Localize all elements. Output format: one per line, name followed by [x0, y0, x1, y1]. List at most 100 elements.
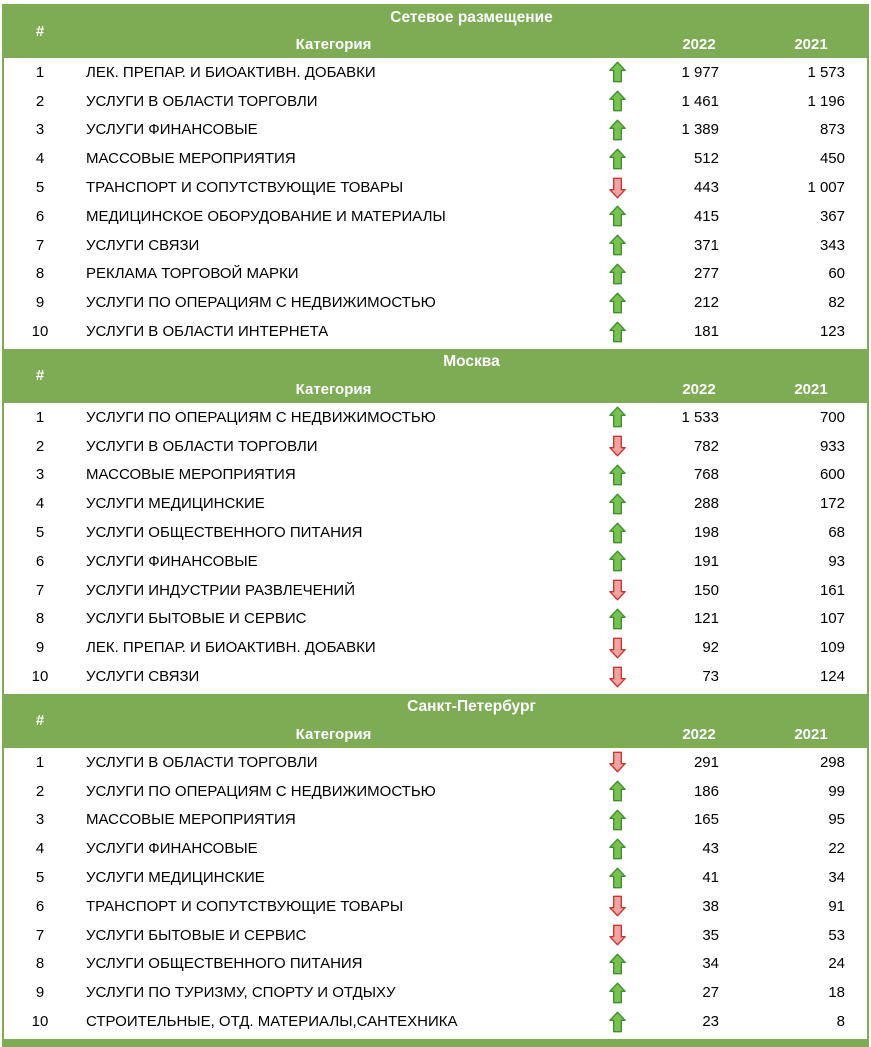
rank-cell: 2: [35, 92, 45, 110]
value-2022-cell: 191: [693, 552, 719, 570]
value-2021-cell: 60: [828, 265, 845, 283]
trend-cell: [591, 982, 643, 1004]
trend-up-icon: [608, 61, 626, 83]
category-cell: УСЛУГИ БЫТОВЫЕ И СЕРВИС: [86, 610, 307, 628]
rank-cell: 10: [31, 1013, 49, 1030]
trend-cell: [591, 751, 643, 773]
value-2022-cell: 443: [693, 179, 719, 197]
value-2022-cell: 43: [702, 840, 719, 858]
trend-down-icon: [608, 177, 626, 199]
value-2021-cell: 933: [819, 437, 845, 455]
category-cell: УСЛУГИ СВЯЗИ: [86, 668, 200, 686]
category-cell: УСЛУГИ ФИНАНСОВЫЕ: [86, 552, 258, 570]
table-row: 5 УСЛУГИ МЕДИЦИНСКИЕ 41 34: [4, 863, 867, 892]
value-2021-cell: 24: [828, 955, 845, 973]
value-2021-cell: 1 007: [807, 179, 845, 197]
trend-cell: [591, 953, 643, 975]
trend-down-icon: [608, 924, 626, 946]
table-row: 2 УСЛУГИ ПО ОПЕРАЦИЯМ С НЕДВИЖИМОСТЬЮ 18…: [4, 776, 867, 806]
trend-cell: [591, 205, 643, 227]
rank-cell: 3: [35, 466, 45, 484]
value-2022-cell: 41: [702, 869, 719, 887]
rank-cell: 9: [35, 294, 45, 312]
trend-cell: [591, 637, 643, 659]
rank-cell: 1: [35, 408, 45, 426]
tables-frame: # Сетевое размещение Категория 2022 2021…: [2, 4, 869, 1047]
value-2022-cell: 35: [702, 926, 719, 944]
trend-cell: [591, 435, 643, 457]
value-2021-cell: 68: [828, 524, 845, 542]
value-2022-cell: 277: [693, 265, 719, 283]
table-header: # Москва Категория 2022 2021: [4, 348, 867, 403]
category-cell: УСЛУГИ В ОБЛАСТИ ТОРГОВЛИ: [86, 92, 318, 110]
trend-cell: [591, 61, 643, 83]
category-cell: СТРОИТЕЛЬНЫЕ, ОТД. МАТЕРИАЛЫ,САНТЕХНИКА: [86, 1013, 458, 1030]
table-row: 9 УСЛУГИ ПО ОПЕРАЦИЯМ С НЕДВИЖИМОСТЬЮ 21…: [4, 288, 867, 318]
value-2021-cell: 82: [828, 294, 845, 312]
rank-cell: 7: [35, 581, 45, 599]
value-2022-cell: 782: [693, 437, 719, 455]
rank-cell: 10: [31, 668, 49, 686]
trend-up-icon: [608, 608, 626, 630]
value-2021-cell: 700: [819, 408, 845, 426]
table-row: 7 УСЛУГИ БЫТОВЫЕ И СЕРВИС 35 53: [4, 920, 867, 950]
table-rows: 1 ЛЕК. ПРЕПАР. И БИОАКТИВН. ДОБАВКИ 1 97…: [4, 58, 867, 346]
trend-up-icon: [608, 867, 626, 889]
trend-cell: [591, 550, 643, 572]
rank-cell: 1: [35, 63, 45, 81]
trend-cell: [591, 177, 643, 199]
trend-cell: [591, 895, 643, 917]
trend-up-icon: [608, 1011, 626, 1033]
trend-up-icon: [608, 234, 626, 256]
value-2021-cell: 124: [819, 668, 845, 686]
category-cell: МАССОВЫЕ МЕРОПРИЯТИЯ: [86, 811, 296, 829]
value-2021-cell: 873: [819, 121, 845, 139]
trend-down-icon: [608, 579, 626, 601]
trend-up-icon: [608, 464, 626, 486]
value-2021-cell: 1 196: [807, 92, 845, 110]
value-2021-cell: 91: [828, 897, 845, 915]
trend-cell: [591, 292, 643, 314]
table-title: Москва: [443, 353, 500, 371]
value-2022-cell: 198: [693, 524, 719, 542]
value-2022-cell: 23: [702, 1013, 719, 1030]
value-2021-cell: 343: [819, 236, 845, 254]
value-2022-cell: 73: [702, 668, 719, 686]
trend-up-icon: [608, 292, 626, 314]
table-row: 9 ЛЕК. ПРЕПАР. И БИОАКТИВН. ДОБАВКИ 92 1…: [4, 633, 867, 663]
table-title: Сетевое размещение: [390, 8, 553, 26]
trend-down-icon: [608, 637, 626, 659]
table-row: 7 УСЛУГИ ИНДУСТРИИ РАЗВЛЕЧЕНИЙ 150 161: [4, 575, 867, 605]
value-2022-cell: 34: [702, 955, 719, 973]
rank-cell: 8: [35, 955, 45, 973]
value-2022-cell: 27: [702, 984, 719, 1002]
table-row: 8 УСЛУГИ БЫТОВЫЕ И СЕРВИС 121 107: [4, 604, 867, 634]
col-2022-header: 2022: [682, 380, 716, 398]
rank-cell: 6: [35, 207, 45, 225]
trend-cell: [591, 522, 643, 544]
trend-up-icon: [608, 119, 626, 141]
value-2022-cell: 121: [693, 610, 719, 628]
value-2022-cell: 415: [693, 207, 719, 225]
value-2021-cell: 107: [819, 610, 845, 628]
trend-up-icon: [608, 148, 626, 170]
trend-cell: [591, 148, 643, 170]
value-2022-cell: 38: [702, 897, 719, 915]
trend-up-icon: [608, 321, 626, 343]
value-2021-cell: 99: [828, 782, 845, 800]
category-cell: УСЛУГИ ИНДУСТРИИ РАЗВЛЕЧЕНИЙ: [86, 581, 355, 599]
value-2021-cell: 53: [828, 926, 845, 944]
table-row: 5 ТРАНСПОРТ И СОПУТСТВУЮЩИЕ ТОВАРЫ 443 1…: [4, 173, 867, 202]
table-row: 8 РЕКЛАМА ТОРГОВОЙ МАРКИ 277 60: [4, 259, 867, 289]
trend-cell: [591, 1011, 643, 1033]
trend-cell: [591, 579, 643, 601]
category-cell: МАССОВЫЕ МЕРОПРИЯТИЯ: [86, 150, 296, 168]
category-cell: УСЛУГИ ПО ОПЕРАЦИЯМ С НЕДВИЖИМОСТЬЮ: [86, 782, 436, 800]
value-2022-cell: 768: [693, 466, 719, 484]
trend-down-icon: [608, 666, 626, 688]
table-row: 3 МАССОВЫЕ МЕРОПРИЯТИЯ 768 600: [4, 460, 867, 490]
value-2021-cell: 34: [828, 869, 845, 887]
rank-cell: 10: [31, 323, 49, 341]
value-2021-cell: 450: [819, 150, 845, 168]
value-2022-cell: 212: [693, 294, 719, 312]
